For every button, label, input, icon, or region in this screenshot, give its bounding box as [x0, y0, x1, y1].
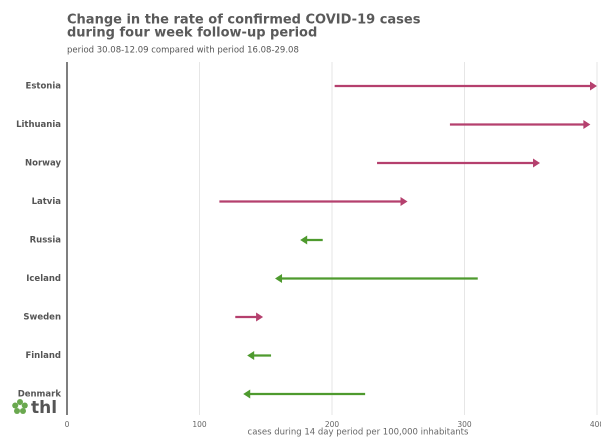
x-tick-label: 400 — [590, 420, 601, 429]
y-tick-label: Denmark — [18, 390, 62, 400]
x-axis-label: cases during 14 day period per 100,000 i… — [248, 428, 469, 437]
y-tick-label: Estonia — [26, 82, 62, 92]
y-tick-label: Russia — [30, 236, 62, 246]
arrow-head — [256, 312, 264, 322]
x-tick-label: 200 — [325, 420, 340, 429]
chart-title: during four week follow-up period — [67, 26, 317, 41]
arrow-head — [275, 274, 283, 283]
arrow-head — [247, 351, 255, 360]
logo-text: thl — [31, 398, 57, 418]
arrow-head — [583, 120, 591, 129]
x-tick-label: 300 — [457, 420, 472, 429]
chart-title: Change in the rate of confirmed COVID-19… — [67, 13, 421, 28]
y-tick-label: Sweden — [23, 313, 61, 323]
logo-icon — [12, 399, 28, 414]
arrow-head — [590, 81, 597, 91]
y-tick-label: Iceland — [26, 274, 61, 284]
x-tick-label: 0 — [65, 420, 70, 429]
x-tick-label: 100 — [192, 420, 207, 429]
arrow-head — [400, 197, 408, 206]
subtitle: period 30.08-12.09 compared with period … — [67, 46, 299, 56]
arrow-head — [533, 158, 541, 168]
y-tick-label: Finland — [25, 351, 61, 361]
arrow-head — [243, 389, 251, 399]
y-tick-label: Lithuania — [16, 120, 61, 130]
y-tick-label: Norway — [25, 159, 61, 169]
arrow-head — [300, 235, 308, 245]
y-tick-label: Latvia — [32, 197, 62, 207]
